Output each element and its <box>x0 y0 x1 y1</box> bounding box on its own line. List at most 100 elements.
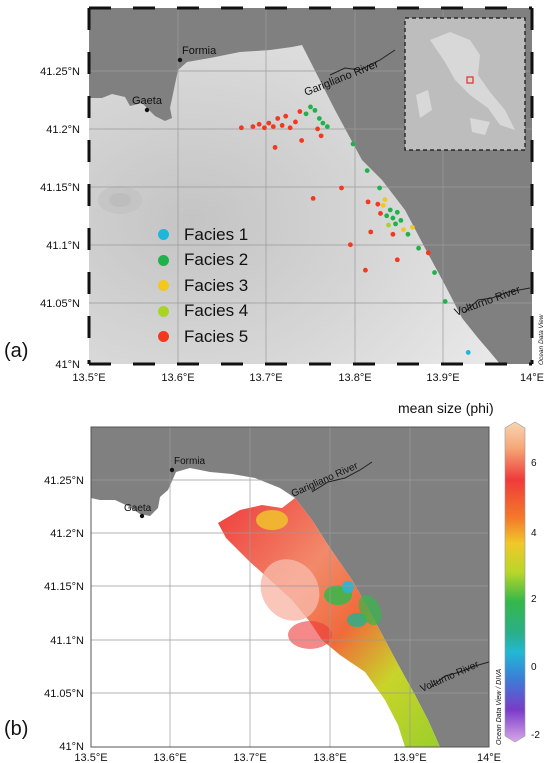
map-panel-a: Formia Gaeta Garigliano River Volturno R… <box>40 6 545 384</box>
colorbar: 6 4 2 0 -2 <box>504 421 540 743</box>
legend-label: Facies 2 <box>184 250 249 270</box>
sample-points <box>238 104 471 355</box>
sample-point-facies-2 <box>312 107 318 113</box>
sample-point-facies-5 <box>287 125 293 131</box>
colorbar-tick: 0 <box>531 662 537 673</box>
sample-point-facies-3 <box>380 202 386 208</box>
lon-tick: 14°E <box>477 752 501 763</box>
colorbar-tick: 2 <box>531 594 537 605</box>
sample-point-facies-5 <box>390 231 396 237</box>
sample-point-facies-5 <box>275 116 281 121</box>
sample-point-facies-2 <box>442 299 448 304</box>
place-label-gaeta: Gaeta <box>124 503 152 514</box>
lat-axis-a: 41.25°N 41.2°N 41.15°N 41.1°N 41.05°N 41… <box>40 66 80 371</box>
sample-point-facies-2 <box>316 116 322 121</box>
legend-item: Facies 5 <box>158 324 248 350</box>
sample-point-facies-2 <box>394 209 400 215</box>
sample-point-facies-2 <box>387 207 393 213</box>
sample-point-facies-2 <box>393 221 398 227</box>
sample-point-facies-5 <box>297 109 303 114</box>
lat-tick: 41.25°N <box>40 66 80 78</box>
sample-point-facies-5 <box>425 250 431 256</box>
sample-point-facies-5 <box>266 120 272 126</box>
sample-point-facies-4 <box>386 222 391 228</box>
legend-dot <box>158 280 169 292</box>
lon-tick: 13.6°E <box>161 372 194 384</box>
town-dot-gaeta <box>144 107 150 113</box>
sample-point-facies-5 <box>365 199 371 205</box>
lon-tick: 13.5°E <box>74 752 107 763</box>
sample-point-facies-5 <box>368 229 374 235</box>
sample-point-facies-5 <box>375 201 381 207</box>
sample-point-facies-5 <box>315 126 320 132</box>
river-line-volturno <box>429 661 490 689</box>
legend-item: Facies 1 <box>158 222 248 248</box>
frame-ticks-a <box>87 6 534 366</box>
sea-area-a <box>89 45 500 364</box>
panel-label-b: (b) <box>4 718 29 740</box>
sample-point-facies-5 <box>283 113 289 119</box>
sample-point-facies-3 <box>409 224 415 230</box>
grain-size-field <box>218 498 440 747</box>
grid-b <box>91 427 489 747</box>
legend-dot <box>158 254 169 266</box>
place-label-gaeta: Gaeta <box>132 95 163 107</box>
map-panel-b: Formia Gaeta Garigliano River Volturno R… <box>44 421 540 763</box>
sample-point-facies-5 <box>238 125 244 131</box>
lat-tick: 41.2°N <box>46 124 80 136</box>
credit-a: Ocean Data View <box>538 313 545 365</box>
lat-tick: 41°N <box>55 359 80 371</box>
sample-point-facies-2 <box>320 120 326 126</box>
sample-point-facies-5 <box>250 124 256 129</box>
lon-tick: 13.8°E <box>338 372 371 384</box>
lon-tick: 14°E <box>520 372 544 384</box>
legend-item: Facies 3 <box>158 273 248 299</box>
panel-label-a: (a) <box>4 340 29 362</box>
lon-axis-a: 13.5°E 13.6°E 13.7°E 13.8°E 13.9°E 14°E <box>72 372 544 384</box>
lon-tick: 13.5°E <box>72 372 105 384</box>
legend-label: Facies 5 <box>184 326 249 346</box>
legend-dot <box>158 331 169 343</box>
colorbar-tick: -2 <box>531 730 540 741</box>
lat-tick: 41.2°N <box>50 528 84 540</box>
sample-point-facies-2 <box>364 168 370 173</box>
lat-tick: 41.1°N <box>46 240 80 252</box>
sample-point-facies-5 <box>363 267 368 273</box>
sample-point-facies-5 <box>279 123 285 128</box>
sample-point-facies-2 <box>432 270 437 275</box>
sample-point-facies-5 <box>339 185 344 191</box>
lon-tick: 13.9°E <box>393 752 426 763</box>
sample-point-facies-2 <box>324 124 330 129</box>
sample-point-facies-5 <box>310 195 316 201</box>
legend-item: Facies 2 <box>158 248 248 274</box>
lat-axis-b: 41.25°N 41.2°N 41.15°N 41.1°N 41.05°N 41… <box>44 475 84 753</box>
lon-tick: 13.8°E <box>313 752 346 763</box>
legend-dot <box>158 229 169 241</box>
sample-point-facies-2 <box>303 111 309 117</box>
legend-label: Facies 3 <box>184 275 249 295</box>
sample-point-facies-2 <box>384 213 390 219</box>
sample-point-facies-3 <box>382 197 388 202</box>
colorbar-tick: 6 <box>531 458 537 469</box>
sample-point-facies-2 <box>398 217 404 223</box>
lat-tick: 41.05°N <box>40 298 80 310</box>
river-line-garigliano <box>329 49 396 76</box>
inset-study-area-marker <box>466 76 474 84</box>
lat-tick: 41.25°N <box>44 475 84 487</box>
legend-label: Facies 1 <box>184 224 249 244</box>
colorbar-title: mean size (phi) <box>398 400 494 416</box>
lat-tick: 41.1°N <box>50 635 84 647</box>
lon-tick: 13.7°E <box>233 752 266 763</box>
sample-point-facies-2 <box>308 104 313 110</box>
sample-point-facies-5 <box>262 125 267 131</box>
sample-point-facies-1 <box>465 350 471 355</box>
town-dot-formia <box>177 57 183 63</box>
town-dot-gaeta <box>139 513 145 519</box>
sample-point-facies-5 <box>256 121 262 127</box>
sample-point-facies-5 <box>347 242 353 248</box>
sample-point-facies-2 <box>405 231 411 237</box>
sample-point-facies-5 <box>394 257 400 263</box>
legend-dot <box>158 305 169 317</box>
lat-tick: 41.05°N <box>44 688 84 700</box>
lat-tick: 41.15°N <box>44 581 84 593</box>
